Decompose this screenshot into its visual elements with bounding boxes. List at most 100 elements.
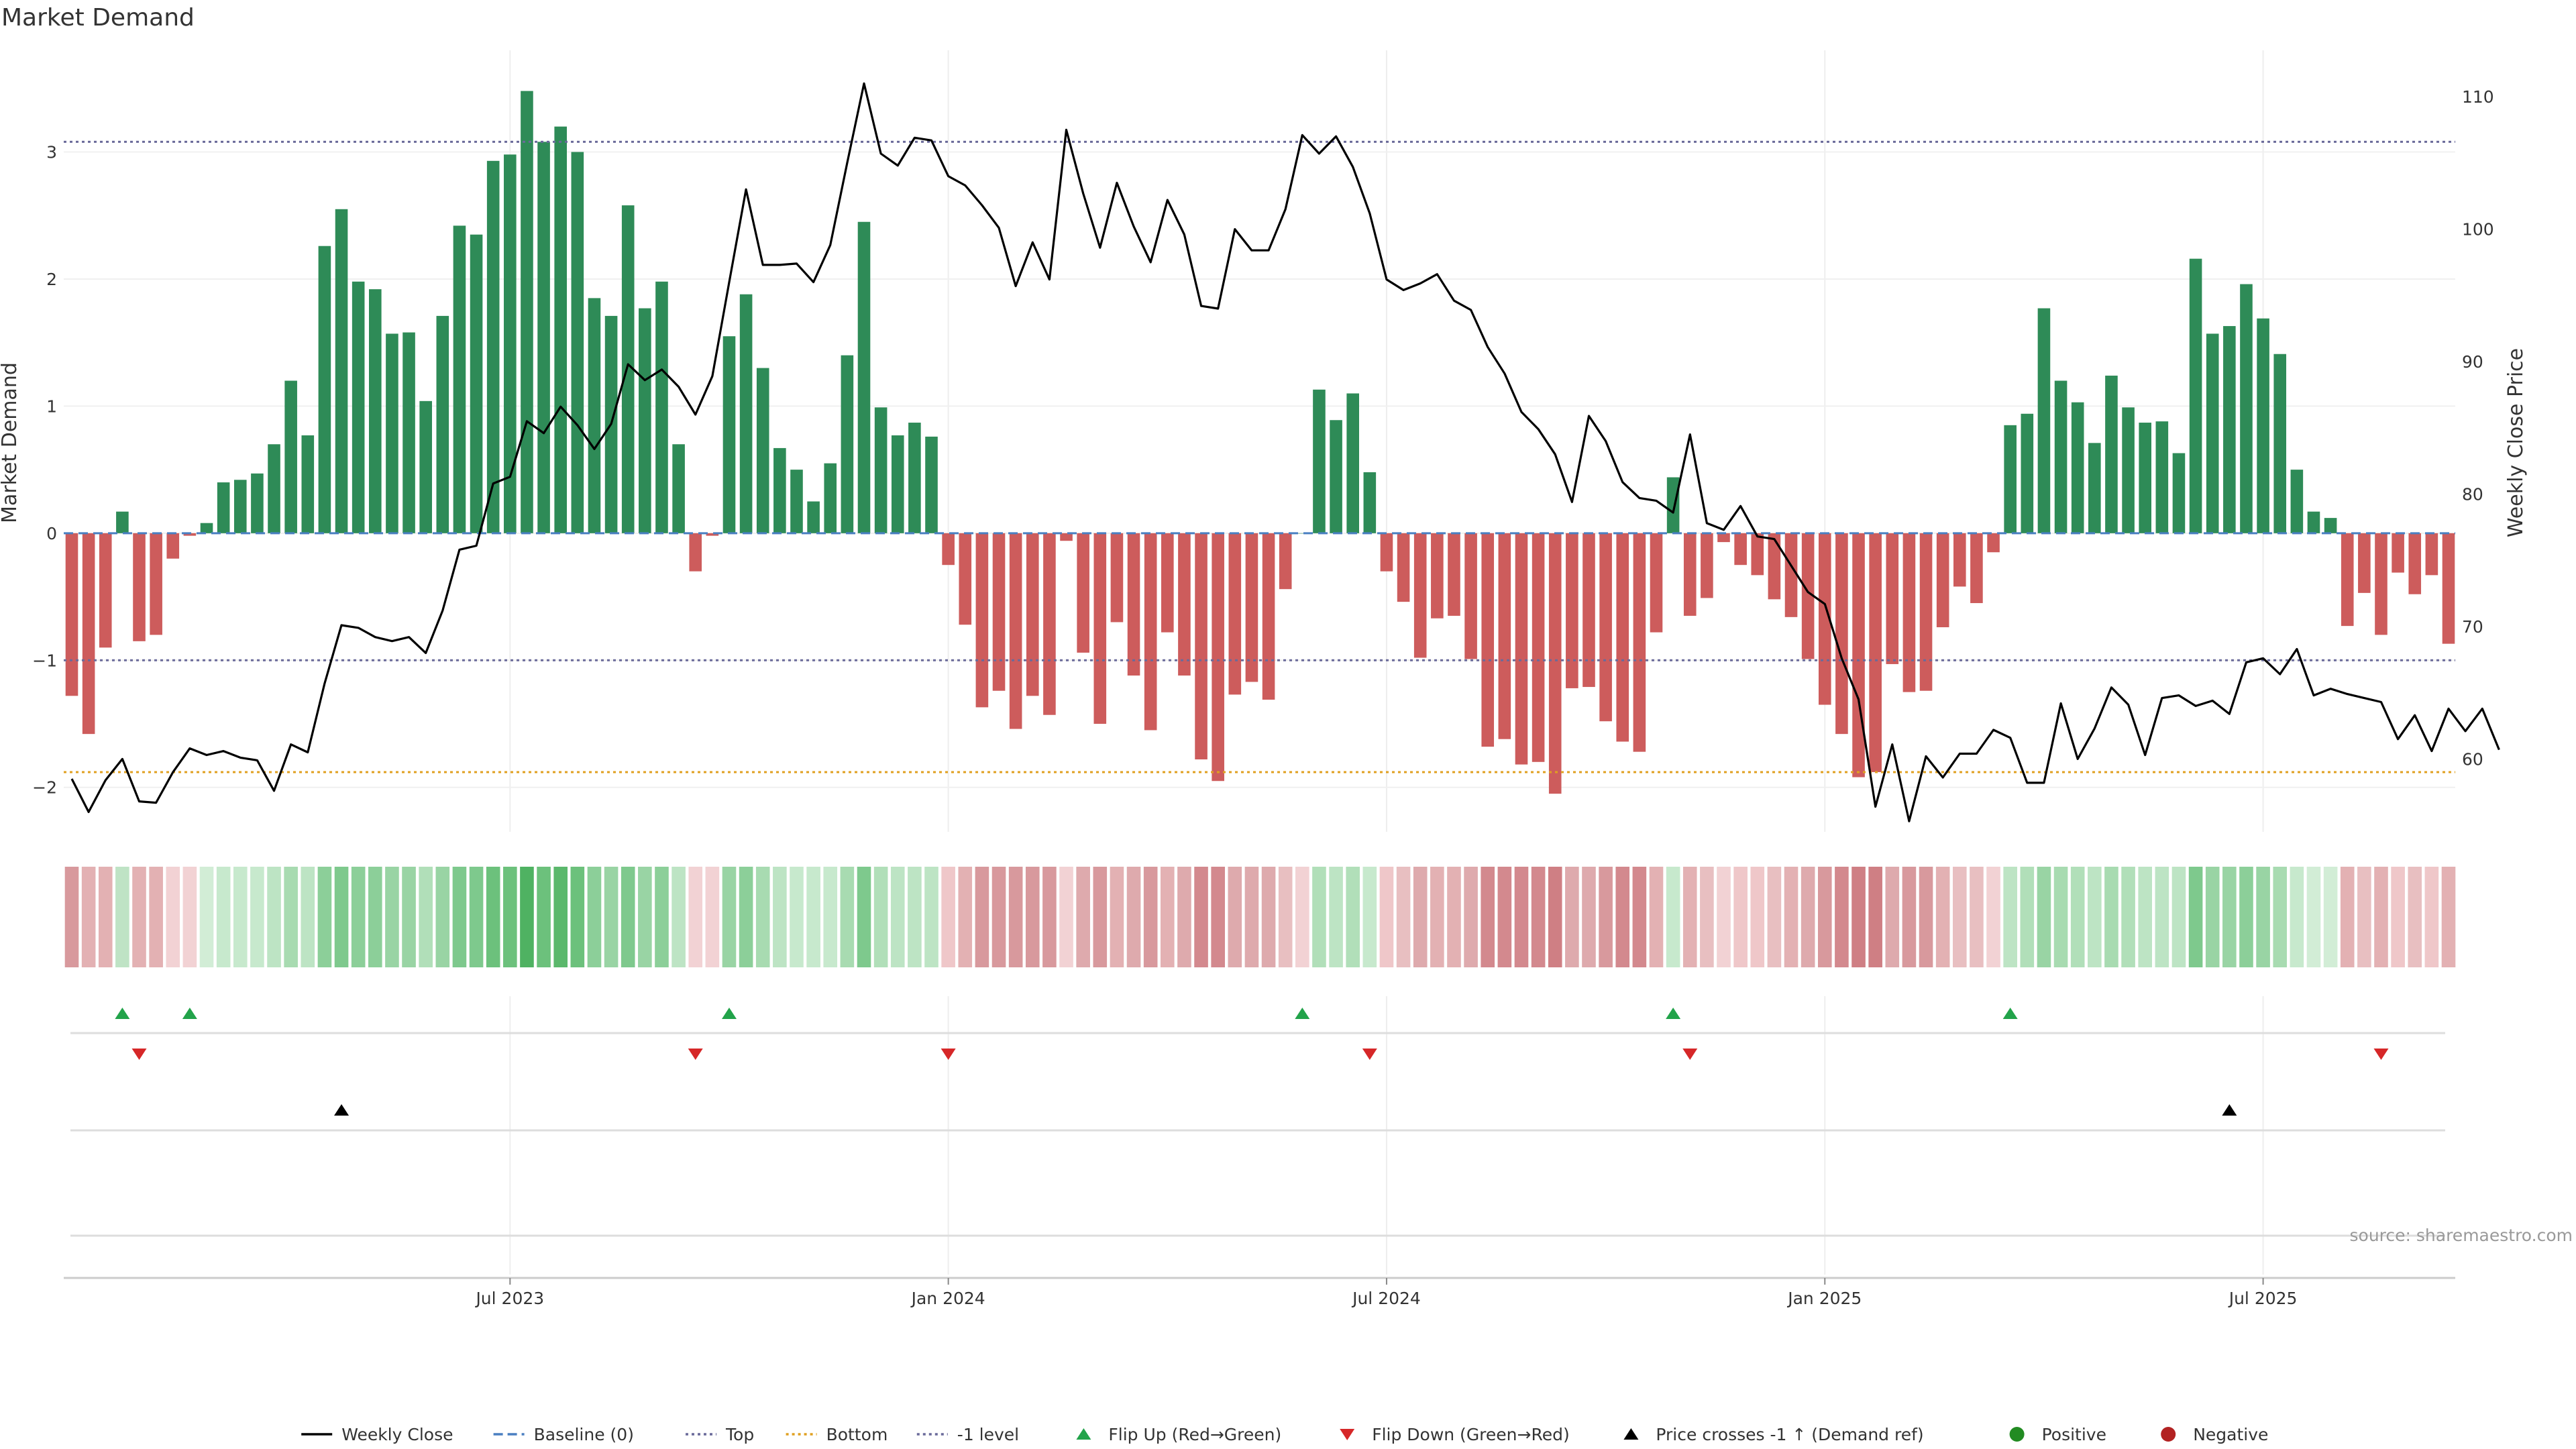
strip-cell-46 bbox=[840, 867, 855, 967]
demand-bar-24 bbox=[470, 234, 483, 533]
demand-bar-50 bbox=[908, 423, 921, 533]
strip-cell-2 bbox=[98, 867, 113, 967]
demand-bar-108 bbox=[1886, 533, 1899, 664]
demand-bar-78 bbox=[1380, 533, 1393, 572]
legend-item-9: Negative bbox=[2161, 1425, 2268, 1444]
y2-tick-label-1: 70 bbox=[2462, 617, 2483, 637]
strip-cell-138 bbox=[2391, 867, 2405, 967]
x-tick-label-2: Jul 2024 bbox=[1351, 1289, 1421, 1308]
demand-bar-135 bbox=[2341, 533, 2354, 627]
demand-bar-140 bbox=[2425, 533, 2438, 576]
x-tick-label-0: Jul 2023 bbox=[474, 1289, 544, 1308]
demand-bar-44 bbox=[807, 501, 820, 533]
strip-cell-88 bbox=[1548, 867, 1562, 967]
strip-cell-103 bbox=[1801, 867, 1815, 967]
strip-cell-81 bbox=[1430, 867, 1444, 967]
demand-bar-57 bbox=[1026, 533, 1039, 696]
demand-bar-63 bbox=[1127, 533, 1140, 676]
strip-cell-54 bbox=[975, 867, 989, 967]
demand-bar-76 bbox=[1346, 393, 1359, 533]
demand-bar-27 bbox=[521, 91, 533, 533]
demand-bar-87 bbox=[1532, 533, 1545, 762]
right-y-axis: 60 70 80 90 100 110 bbox=[2462, 87, 2494, 769]
strip-cell-16 bbox=[334, 867, 349, 967]
strip-cell-76 bbox=[1346, 867, 1360, 967]
strip-cell-89 bbox=[1565, 867, 1579, 967]
demand-bar-34 bbox=[639, 308, 651, 533]
demand-bar-20 bbox=[402, 332, 415, 533]
strip-cell-79 bbox=[1396, 867, 1411, 967]
strip-cell-3 bbox=[115, 867, 129, 967]
legend-item-3: Bottom bbox=[786, 1425, 888, 1444]
strip-cell-50 bbox=[908, 867, 922, 967]
strip-cell-18 bbox=[368, 867, 382, 967]
strip-cell-91 bbox=[1599, 867, 1613, 967]
strip-cell-37 bbox=[688, 867, 703, 967]
strip-cell-23 bbox=[452, 867, 467, 967]
flip-down-marker-5 bbox=[2373, 1049, 2389, 1060]
demand-bar-11 bbox=[251, 473, 264, 533]
strip-cell-97 bbox=[1700, 867, 1714, 967]
grid-lines bbox=[64, 50, 2455, 1275]
x-tick-label-3: Jan 2025 bbox=[1786, 1289, 1862, 1308]
strip-cell-6 bbox=[166, 867, 180, 967]
demand-bar-62 bbox=[1110, 533, 1124, 623]
flip-up-marker-5 bbox=[2002, 1008, 2018, 1019]
strip-cell-140 bbox=[2424, 867, 2439, 967]
legend-item-1: Baseline (0) bbox=[493, 1425, 634, 1444]
strip-cell-98 bbox=[1717, 867, 1731, 967]
demand-bar-102 bbox=[1784, 533, 1798, 617]
strip-cell-133 bbox=[2306, 867, 2321, 967]
demand-bar-126 bbox=[2189, 258, 2202, 533]
weekly-close-line bbox=[70, 82, 2500, 822]
demand-bar-107 bbox=[1869, 533, 1882, 772]
legend-item-2: Top bbox=[686, 1425, 754, 1444]
strip-cell-25 bbox=[486, 867, 500, 967]
strip-cell-59 bbox=[1059, 867, 1073, 967]
y2-tick-label-2: 80 bbox=[2462, 484, 2483, 504]
strip-cell-119 bbox=[2070, 867, 2085, 967]
strip-cell-126 bbox=[2188, 867, 2203, 967]
strip-cell-113 bbox=[1970, 867, 1984, 967]
legend-item-4: -1 level bbox=[916, 1425, 1019, 1444]
demand-bar-129 bbox=[2240, 284, 2253, 533]
demand-bar-10 bbox=[233, 480, 247, 533]
strip-cell-75 bbox=[1329, 867, 1343, 967]
strip-cell-80 bbox=[1413, 867, 1428, 967]
strip-cell-134 bbox=[2323, 867, 2338, 967]
demand-bar-95 bbox=[1666, 477, 1680, 533]
strip-cell-90 bbox=[1582, 867, 1596, 967]
demand-bar-21 bbox=[419, 400, 432, 533]
demand-bar-36 bbox=[672, 444, 685, 533]
demand-bar-122 bbox=[2122, 407, 2135, 533]
strip-cell-27 bbox=[520, 867, 534, 967]
strip-cell-9 bbox=[216, 867, 231, 967]
strip-cell-13 bbox=[284, 867, 298, 967]
y-tick-label-1: −1 bbox=[32, 651, 57, 670]
strip-cell-12 bbox=[267, 867, 281, 967]
strip-cell-19 bbox=[385, 867, 399, 967]
demand-bar-48 bbox=[874, 407, 888, 533]
demand-bar-58 bbox=[1043, 533, 1056, 715]
demand-bar-30 bbox=[571, 152, 584, 533]
strip-cell-66 bbox=[1177, 867, 1191, 967]
y2-tick-label-5: 110 bbox=[2462, 87, 2494, 107]
y2-tick-label-4: 100 bbox=[2462, 220, 2494, 239]
demand-bar-7 bbox=[183, 533, 197, 536]
legend-label-9: Negative bbox=[2193, 1425, 2268, 1444]
demand-bar-115 bbox=[2004, 425, 2017, 533]
legend-item-0: Weekly Close bbox=[301, 1425, 453, 1444]
legend-label-7: Price crosses -1 ↑ (Demand ref) bbox=[1656, 1425, 1923, 1444]
demand-bar-116 bbox=[2021, 413, 2034, 533]
demand-bar-25 bbox=[486, 160, 500, 533]
strip-cell-11 bbox=[250, 867, 264, 967]
demand-bar-125 bbox=[2172, 453, 2186, 533]
strip-cell-128 bbox=[2222, 867, 2237, 967]
strip-cell-105 bbox=[1835, 867, 1849, 967]
strip-cell-71 bbox=[1261, 867, 1276, 967]
demand-bar-0 bbox=[65, 533, 78, 696]
demand-bar-38 bbox=[706, 533, 719, 536]
demand-bar-121 bbox=[2105, 375, 2118, 533]
strip-cell-120 bbox=[2088, 867, 2102, 967]
demand-bar-56 bbox=[1009, 533, 1022, 729]
